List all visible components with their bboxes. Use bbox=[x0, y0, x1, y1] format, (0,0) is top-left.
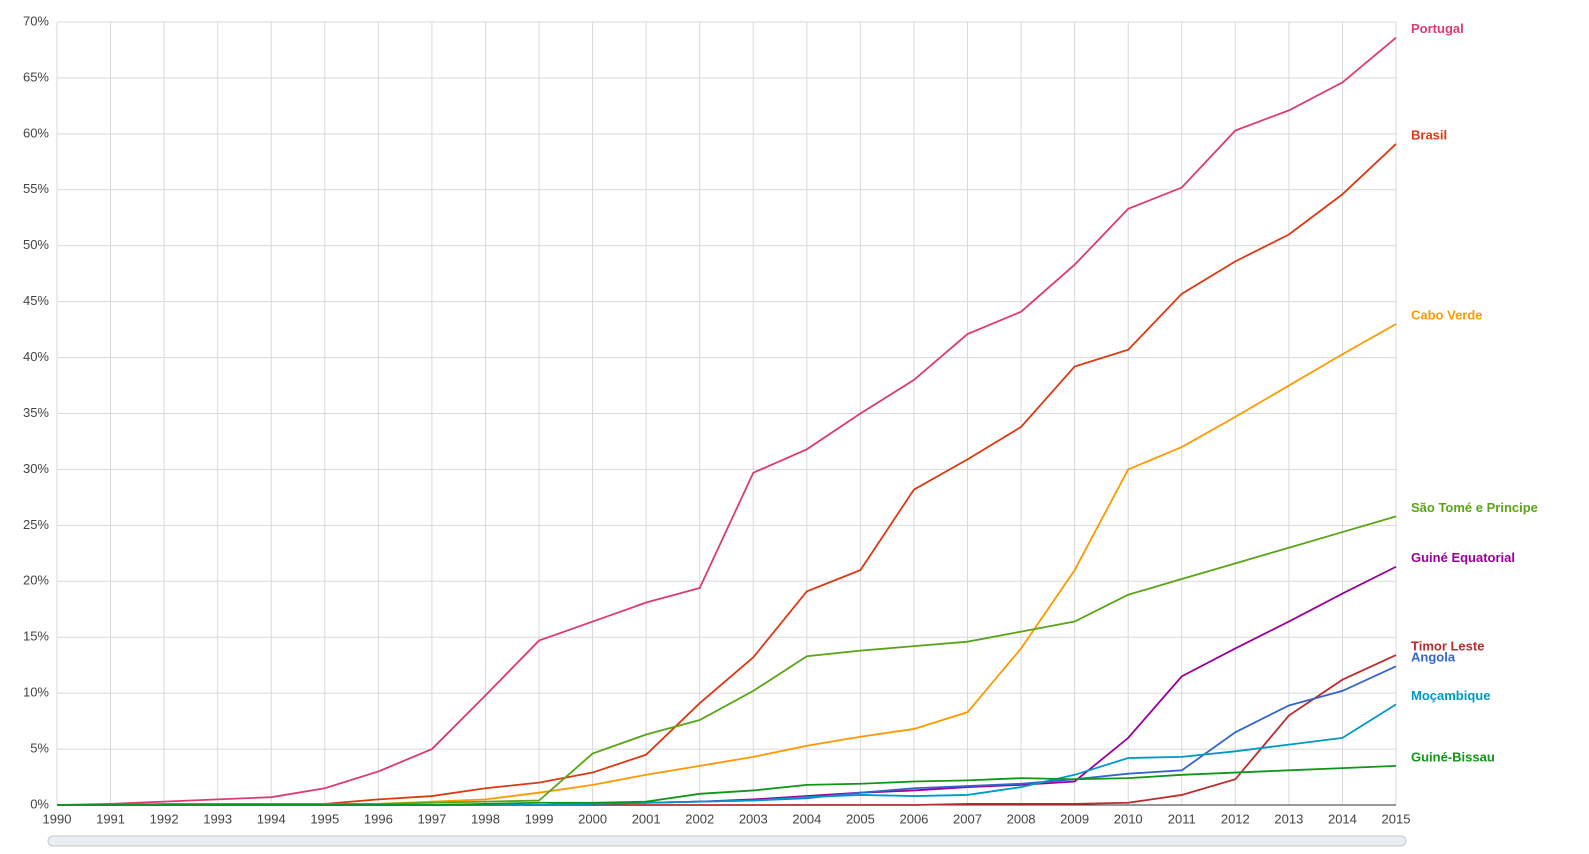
x-tick-label: 2015 bbox=[1382, 811, 1411, 826]
series-label: Angola bbox=[1411, 650, 1456, 665]
x-tick-label: 1999 bbox=[525, 811, 554, 826]
x-tick-label: 2014 bbox=[1328, 811, 1357, 826]
series-line bbox=[57, 654, 1397, 806]
y-tick-label: 55% bbox=[23, 181, 49, 196]
series-line bbox=[57, 703, 1397, 806]
series-label: Portugal bbox=[1411, 21, 1464, 36]
y-tick-label: 20% bbox=[23, 573, 49, 588]
scrollbar[interactable] bbox=[47, 835, 1407, 847]
series-label: Brasil bbox=[1411, 127, 1447, 142]
series-label: Guiné-Bissau bbox=[1411, 749, 1495, 764]
series-line bbox=[57, 565, 1397, 806]
series-label: São Tomé e Principe bbox=[1411, 500, 1538, 515]
x-tick-label: 1992 bbox=[150, 811, 179, 826]
y-tick-label: 0% bbox=[30, 796, 49, 811]
x-tick-label: 2013 bbox=[1274, 811, 1303, 826]
y-tick-label: 35% bbox=[23, 405, 49, 420]
x-tick-label: 1993 bbox=[203, 811, 232, 826]
y-tick-label: 65% bbox=[23, 69, 49, 84]
x-tick-label: 2002 bbox=[685, 811, 714, 826]
x-tick-label: 2004 bbox=[792, 811, 821, 826]
y-tick-label: 45% bbox=[23, 293, 49, 308]
series-line bbox=[57, 764, 1397, 806]
x-tick-label: 2008 bbox=[1007, 811, 1036, 826]
x-tick-label: 2003 bbox=[739, 811, 768, 826]
series-line bbox=[57, 323, 1397, 806]
y-tick-label: 70% bbox=[23, 13, 49, 28]
x-tick-label: 1998 bbox=[471, 811, 500, 826]
series-label: Moçambique bbox=[1411, 688, 1490, 703]
series-line bbox=[56, 36, 1397, 806]
x-tick-label: 2007 bbox=[953, 811, 982, 826]
y-tick-label: 25% bbox=[23, 517, 49, 532]
x-tick-label: 2009 bbox=[1060, 811, 1089, 826]
x-tick-label: 2005 bbox=[846, 811, 875, 826]
series-line bbox=[57, 515, 1397, 806]
x-tick-label: 1996 bbox=[364, 811, 393, 826]
x-tick-label: 2011 bbox=[1168, 811, 1196, 826]
x-tick-label: 1995 bbox=[310, 811, 339, 826]
x-tick-label: 2000 bbox=[578, 811, 607, 826]
y-tick-label: 5% bbox=[30, 741, 49, 756]
y-tick-label: 10% bbox=[23, 685, 49, 700]
y-tick-label: 40% bbox=[23, 349, 49, 364]
series-line bbox=[57, 665, 1397, 806]
y-tick-label: 60% bbox=[23, 125, 49, 140]
x-tick-label: 2001 bbox=[632, 811, 661, 826]
series-label: Timor Leste bbox=[1411, 639, 1484, 654]
x-tick-label: 1990 bbox=[43, 811, 72, 826]
series-label: Guiné Equatorial bbox=[1411, 550, 1515, 565]
y-tick-label: 15% bbox=[23, 629, 49, 644]
x-tick-label: 1997 bbox=[417, 811, 446, 826]
x-tick-label: 2010 bbox=[1114, 811, 1143, 826]
y-tick-label: 50% bbox=[23, 237, 49, 252]
x-tick-label: 1991 bbox=[96, 811, 125, 826]
y-tick-label: 30% bbox=[23, 461, 49, 476]
series-label: Cabo Verde bbox=[1411, 307, 1483, 322]
x-tick-label: 2006 bbox=[899, 811, 928, 826]
x-tick-label: 2012 bbox=[1221, 811, 1250, 826]
x-tick-label: 1994 bbox=[257, 811, 286, 826]
